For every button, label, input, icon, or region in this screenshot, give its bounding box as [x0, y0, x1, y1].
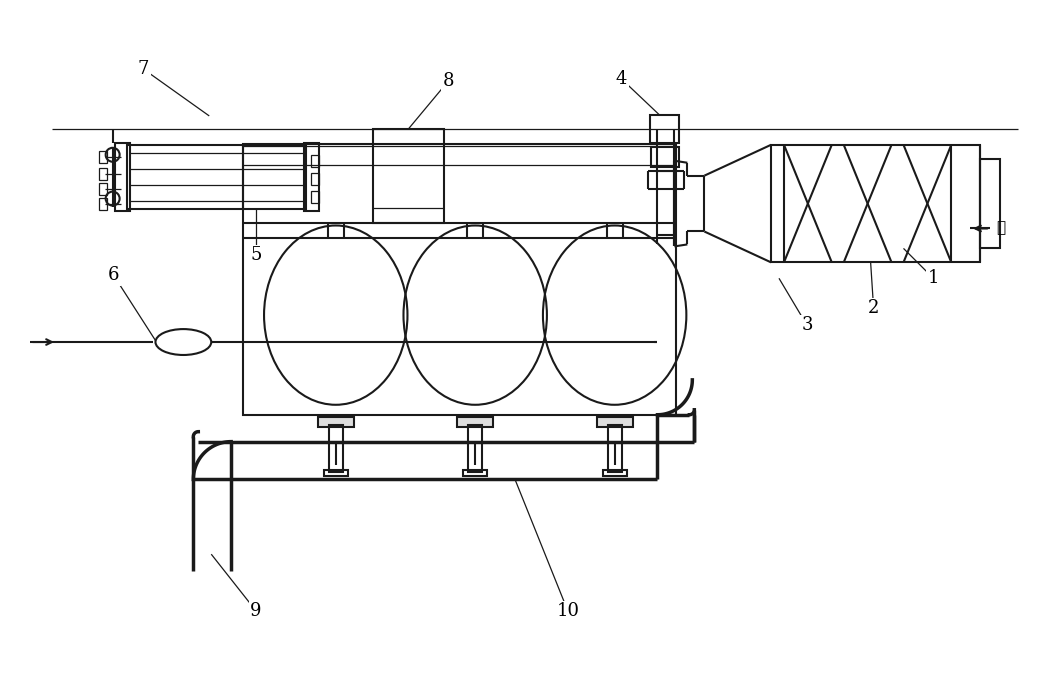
- Bar: [114, 143, 129, 211]
- Ellipse shape: [155, 329, 211, 355]
- Bar: [771, 145, 981, 262]
- Bar: [596, 416, 632, 427]
- Bar: [244, 144, 676, 414]
- Bar: [981, 159, 1000, 248]
- Text: 废: 废: [996, 221, 1005, 235]
- Text: 10: 10: [556, 602, 580, 620]
- Bar: [99, 150, 107, 162]
- Bar: [99, 168, 107, 180]
- Bar: [303, 143, 319, 211]
- Text: 8: 8: [442, 72, 454, 90]
- Bar: [463, 470, 487, 477]
- Bar: [127, 145, 306, 209]
- Bar: [457, 416, 494, 427]
- Text: 1: 1: [927, 270, 939, 287]
- Bar: [651, 147, 679, 167]
- Bar: [329, 425, 342, 472]
- Text: 5: 5: [250, 246, 261, 265]
- Text: 7: 7: [138, 60, 149, 78]
- Bar: [650, 115, 679, 143]
- Bar: [608, 425, 622, 472]
- Bar: [318, 416, 354, 427]
- Bar: [323, 470, 348, 477]
- Bar: [603, 470, 627, 477]
- Text: 6: 6: [108, 266, 120, 284]
- Bar: [311, 190, 319, 202]
- Bar: [99, 183, 107, 195]
- Bar: [99, 197, 107, 209]
- Text: 9: 9: [250, 602, 261, 620]
- Text: 4: 4: [616, 70, 627, 88]
- Text: 2: 2: [868, 299, 879, 317]
- Bar: [311, 155, 319, 167]
- Bar: [468, 425, 482, 472]
- Bar: [311, 173, 319, 185]
- Bar: [373, 129, 444, 223]
- Text: 3: 3: [801, 316, 813, 334]
